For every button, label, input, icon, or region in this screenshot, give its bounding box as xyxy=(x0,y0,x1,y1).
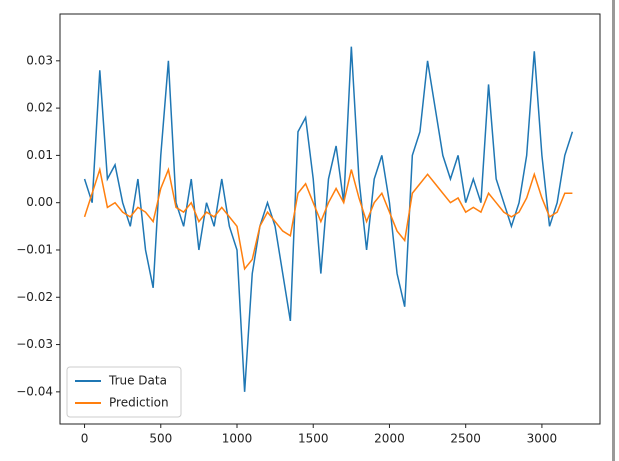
y-tick-label: 0.02 xyxy=(26,101,53,115)
legend-label: True Data xyxy=(108,374,167,388)
legend-box xyxy=(66,366,182,418)
plot-frame xyxy=(59,13,601,425)
y-tick-label: 0.03 xyxy=(26,53,53,67)
x-tick-label: 2500 xyxy=(450,432,481,446)
x-tick-label: 3000 xyxy=(527,432,558,446)
legend-label: Prediction xyxy=(109,396,169,410)
y-tick-label: −0.04 xyxy=(16,384,53,398)
y-tick-label: 0.01 xyxy=(26,148,53,162)
x-tick-label: 500 xyxy=(149,432,172,446)
y-tick-label: −0.02 xyxy=(16,290,53,304)
x-tick-label: 1500 xyxy=(298,432,329,446)
window-edge xyxy=(612,0,615,461)
series-line xyxy=(83,46,574,392)
x-tick-label: 1000 xyxy=(222,432,253,446)
y-tick-label: 0.00 xyxy=(26,195,53,209)
series-line xyxy=(83,166,573,271)
x-tick-label: 0 xyxy=(81,432,89,446)
y-tick-label: −0.01 xyxy=(16,242,53,256)
x-tick-label: 2000 xyxy=(374,432,405,446)
y-tick-label: −0.03 xyxy=(16,337,53,351)
